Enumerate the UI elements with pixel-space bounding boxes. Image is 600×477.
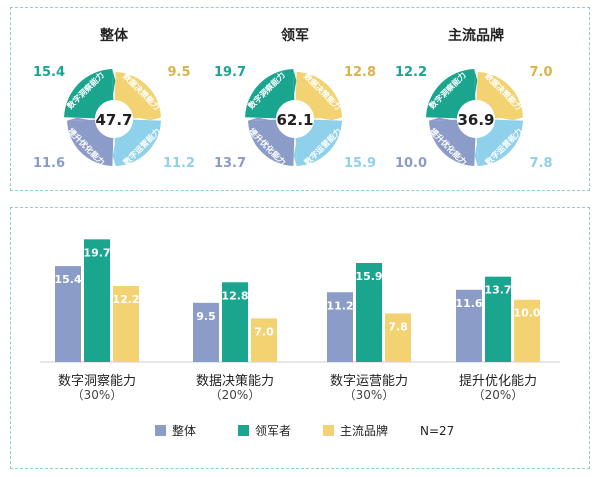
donut-segment [248, 119, 295, 166]
legend-label: 主流品牌 [340, 424, 388, 438]
donut-value-label: 15.4 [33, 65, 65, 80]
legend-swatch [155, 425, 166, 436]
donut-segment [476, 119, 523, 166]
bar-value-label: 15.9 [355, 270, 382, 283]
donut-arrow [248, 117, 271, 121]
bar [485, 276, 511, 362]
donut-value-label: 11.6 [33, 156, 65, 171]
legend-label: 领军者 [255, 424, 291, 438]
donut-segment [476, 72, 523, 119]
donut-arrow [112, 69, 116, 95]
bar-value-label: 13.7 [484, 284, 511, 297]
donut-title: 主流品牌 [448, 27, 504, 44]
category-label: 数据决策能力 [196, 373, 274, 389]
bar-value-label: 7.0 [254, 325, 274, 338]
donut-value-label: 11.2 [163, 156, 195, 171]
bar [193, 302, 219, 362]
legend-label: 整体 [172, 423, 196, 438]
donut-segment [114, 119, 161, 166]
bar-value-label: 9.5 [196, 310, 216, 323]
bar-value-label: 12.2 [112, 293, 139, 306]
bar-value-label: 10.0 [513, 307, 540, 320]
donut-value-label: 15.9 [344, 156, 376, 171]
legend-swatch [238, 425, 249, 436]
donut-value-label: 7.0 [529, 65, 552, 80]
donut-center-value: 62.1 [276, 111, 313, 129]
category-label: 提升优化能力 [459, 373, 537, 389]
bar [456, 289, 482, 362]
bar [514, 299, 540, 362]
donut-value-label: 9.5 [167, 65, 190, 80]
donut-arrow [112, 143, 116, 166]
bar [327, 292, 353, 362]
donut-title: 整体 [99, 27, 129, 44]
category-weight-label: （20%） [473, 388, 524, 402]
donut-center [95, 100, 133, 138]
donut-center [276, 100, 314, 138]
donut-segment [295, 72, 342, 119]
bar-value-label: 11.6 [455, 297, 482, 310]
bar [84, 239, 110, 362]
donut-segment [429, 119, 476, 166]
category-weight-label: （30%） [72, 388, 123, 402]
category-label: 数字运营能力 [330, 374, 408, 389]
bar [55, 266, 81, 362]
donut-panel [10, 7, 590, 191]
donut-title: 领军 [281, 27, 309, 44]
donut-value-label: 10.0 [395, 156, 427, 171]
donut-segment [295, 119, 342, 166]
donut-value-label: 12.8 [344, 65, 376, 80]
donut-value-label: 19.7 [214, 65, 246, 80]
donut-value-label: 7.8 [529, 156, 552, 171]
legend-note: N=27 [420, 424, 454, 438]
donut-arrow [293, 69, 297, 95]
legend-swatch [323, 425, 334, 436]
bar-value-label: 19.7 [83, 246, 110, 259]
bar-value-label: 12.8 [221, 289, 248, 302]
category-weight-label: （20%） [210, 388, 261, 402]
donut-arrow [429, 117, 452, 121]
donut-center-value: 36.9 [457, 111, 494, 129]
donut-arrow [138, 117, 161, 121]
donut-segment [64, 69, 114, 119]
donut-center-value: 47.7 [95, 111, 132, 129]
donut-segment [67, 119, 114, 166]
bar-value-label: 11.2 [326, 299, 353, 312]
donut-value-label: 13.7 [214, 156, 246, 171]
category-weight-label: （30%） [344, 388, 395, 402]
donut-arrow [474, 69, 478, 95]
bar-value-label: 15.4 [54, 273, 81, 286]
bar [385, 313, 411, 362]
donut-segment [114, 72, 161, 119]
donut-arrow [474, 143, 478, 166]
donut-arrow [319, 117, 342, 121]
bar [113, 286, 139, 362]
bar [251, 318, 277, 362]
donut-arrow [500, 117, 523, 121]
bar [222, 282, 248, 362]
donut-segment [245, 69, 295, 119]
donut-value-label: 12.2 [395, 65, 427, 80]
category-label: 数字洞察能力 [58, 374, 136, 389]
bar-panel [10, 207, 590, 469]
donut-arrow [293, 143, 297, 166]
bar-value-label: 7.8 [388, 320, 408, 333]
donut-arrow [67, 117, 90, 121]
bar [356, 262, 382, 362]
donut-center [457, 100, 495, 138]
donut-segment [426, 69, 476, 119]
